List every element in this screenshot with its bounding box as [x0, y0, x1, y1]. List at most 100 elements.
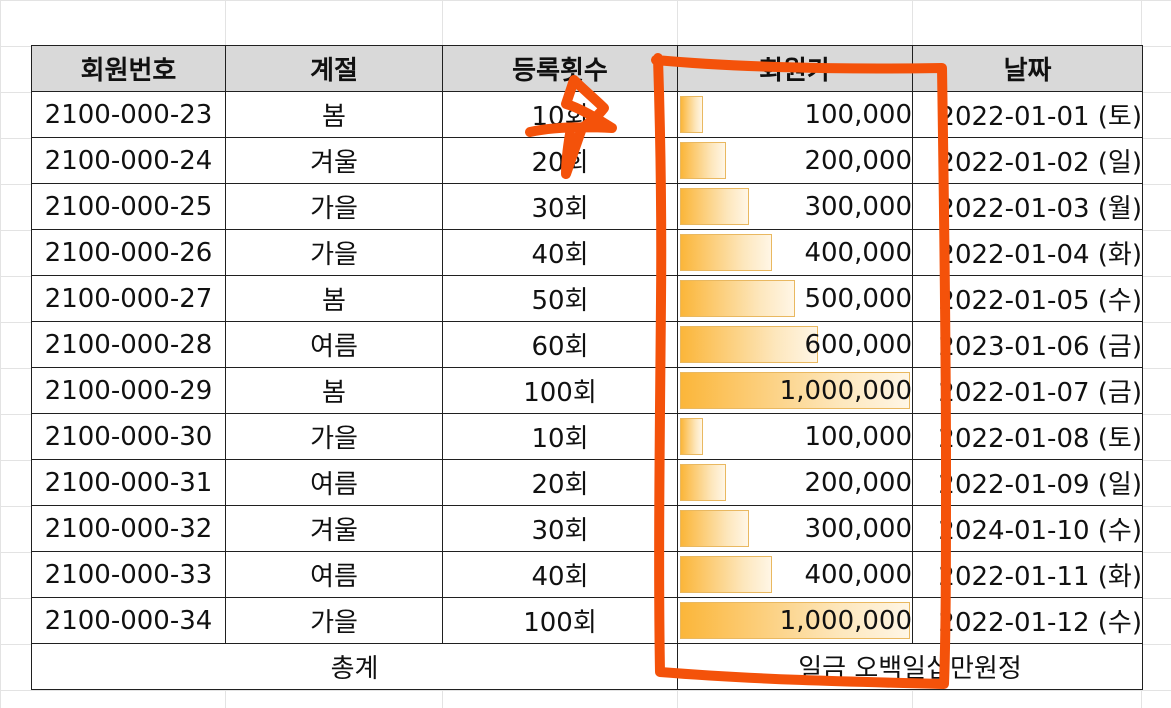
- cell-price[interactable]: 200,000: [677, 459, 913, 506]
- cell-date[interactable]: 2022-01-01 (토): [912, 91, 1143, 138]
- data-bar: [680, 280, 795, 317]
- data-bar: [680, 556, 772, 593]
- cell-count[interactable]: 40회: [442, 229, 678, 276]
- cell-count[interactable]: 40회: [442, 551, 678, 598]
- data-bar: [680, 418, 703, 455]
- cell-count[interactable]: 10회: [442, 413, 678, 460]
- price-value: 300,000: [804, 191, 912, 222]
- price-value: 100,000: [804, 99, 912, 130]
- table-row: 2100-000-26 가을 40회 400,000 2022-01-04 (화…: [31, 229, 1143, 276]
- data-bar: [680, 510, 749, 547]
- cell-count[interactable]: 20회: [442, 459, 678, 506]
- cell-date[interactable]: 2022-01-12 (수): [912, 597, 1143, 644]
- cell-member-id[interactable]: 2100-000-27: [31, 275, 226, 322]
- cell-season[interactable]: 가을: [225, 229, 443, 276]
- cell-season[interactable]: 가을: [225, 183, 443, 230]
- header-price[interactable]: 회원가: [677, 45, 913, 92]
- table-row: 2100-000-27 봄 50회 500,000 2022-01-05 (수): [31, 275, 1143, 322]
- price-value: 600,000: [804, 329, 912, 360]
- total-row: 총계 일금 오백일십만원정: [31, 643, 1143, 690]
- data-bar: [680, 326, 818, 363]
- header-date[interactable]: 날짜: [912, 45, 1143, 92]
- cell-date[interactable]: 2023-01-06 (금): [912, 321, 1143, 368]
- table-row: 2100-000-31 여름 20회 200,000 2022-01-09 (일…: [31, 459, 1143, 506]
- table-row: 2100-000-34 가을 100회 1,000,000 2022-01-12…: [31, 597, 1143, 644]
- member-table: 회원번호 계절 등록횟수 회원가 날짜 2100-000-23 봄 10회 10…: [31, 45, 1143, 690]
- header-count[interactable]: 등록횟수: [442, 45, 678, 92]
- data-bar: [680, 142, 726, 179]
- cell-season[interactable]: 여름: [225, 459, 443, 506]
- cell-season[interactable]: 봄: [225, 275, 443, 322]
- cell-price[interactable]: 300,000: [677, 505, 913, 552]
- price-value: 1,000,000: [779, 375, 912, 406]
- table-row: 2100-000-30 가을 10회 100,000 2022-01-08 (토…: [31, 413, 1143, 460]
- cell-member-id[interactable]: 2100-000-34: [31, 597, 226, 644]
- cell-member-id[interactable]: 2100-000-23: [31, 91, 226, 138]
- cell-season[interactable]: 겨울: [225, 505, 443, 552]
- cell-price[interactable]: 500,000: [677, 275, 913, 322]
- cell-date[interactable]: 2024-01-10 (수): [912, 505, 1143, 552]
- cell-price[interactable]: 400,000: [677, 229, 913, 276]
- cell-count[interactable]: 100회: [442, 367, 678, 414]
- cell-season[interactable]: 가을: [225, 413, 443, 460]
- total-label[interactable]: 총계: [31, 643, 678, 690]
- cell-date[interactable]: 2022-01-02 (일): [912, 137, 1143, 184]
- data-bar: [680, 188, 749, 225]
- cell-season[interactable]: 가을: [225, 597, 443, 644]
- cell-season[interactable]: 여름: [225, 551, 443, 598]
- cell-member-id[interactable]: 2100-000-33: [31, 551, 226, 598]
- cell-member-id[interactable]: 2100-000-28: [31, 321, 226, 368]
- cell-count[interactable]: 30회: [442, 183, 678, 230]
- cell-season[interactable]: 겨울: [225, 137, 443, 184]
- cell-price[interactable]: 200,000: [677, 137, 913, 184]
- cell-price[interactable]: 600,000: [677, 321, 913, 368]
- cell-price[interactable]: 1,000,000: [677, 367, 913, 414]
- cell-date[interactable]: 2022-01-04 (화): [912, 229, 1143, 276]
- cell-member-id[interactable]: 2100-000-30: [31, 413, 226, 460]
- cell-count[interactable]: 100회: [442, 597, 678, 644]
- price-value: 200,000: [804, 467, 912, 498]
- cell-member-id[interactable]: 2100-000-31: [31, 459, 226, 506]
- cell-count[interactable]: 30회: [442, 505, 678, 552]
- total-value[interactable]: 일금 오백일십만원정: [677, 643, 1143, 690]
- header-row: 회원번호 계절 등록횟수 회원가 날짜: [31, 45, 1143, 92]
- table-row: 2100-000-23 봄 10회 100,000 2022-01-01 (토): [31, 91, 1143, 138]
- cell-date[interactable]: 2022-01-07 (금): [912, 367, 1143, 414]
- cell-season[interactable]: 봄: [225, 367, 443, 414]
- cell-season[interactable]: 봄: [225, 91, 443, 138]
- table-row: 2100-000-25 가을 30회 300,000 2022-01-03 (월…: [31, 183, 1143, 230]
- header-member-id[interactable]: 회원번호: [31, 45, 226, 92]
- cell-member-id[interactable]: 2100-000-29: [31, 367, 226, 414]
- cell-date[interactable]: 2022-01-03 (월): [912, 183, 1143, 230]
- cell-season[interactable]: 여름: [225, 321, 443, 368]
- table-row: 2100-000-33 여름 40회 400,000 2022-01-11 (화…: [31, 551, 1143, 598]
- cell-count[interactable]: 10회: [442, 91, 678, 138]
- table-row: 2100-000-29 봄 100회 1,000,000 2022-01-07 …: [31, 367, 1143, 414]
- cell-date[interactable]: 2022-01-11 (화): [912, 551, 1143, 598]
- data-bar: [680, 464, 726, 501]
- cell-price[interactable]: 400,000: [677, 551, 913, 598]
- table-row: 2100-000-28 여름 60회 600,000 2023-01-06 (금…: [31, 321, 1143, 368]
- cell-count[interactable]: 60회: [442, 321, 678, 368]
- cell-price[interactable]: 100,000: [677, 91, 913, 138]
- cell-member-id[interactable]: 2100-000-32: [31, 505, 226, 552]
- cell-member-id[interactable]: 2100-000-26: [31, 229, 226, 276]
- data-bar: [680, 234, 772, 271]
- cell-date[interactable]: 2022-01-08 (토): [912, 413, 1143, 460]
- table-row: 2100-000-32 겨울 30회 300,000 2024-01-10 (수…: [31, 505, 1143, 552]
- cell-date[interactable]: 2022-01-05 (수): [912, 275, 1143, 322]
- price-value: 400,000: [804, 237, 912, 268]
- cell-date[interactable]: 2022-01-09 (일): [912, 459, 1143, 506]
- price-value: 500,000: [804, 283, 912, 314]
- cell-member-id[interactable]: 2100-000-25: [31, 183, 226, 230]
- cell-price[interactable]: 1,000,000: [677, 597, 913, 644]
- data-bar: [680, 96, 703, 133]
- cell-member-id[interactable]: 2100-000-24: [31, 137, 226, 184]
- price-value: 400,000: [804, 559, 912, 590]
- cell-count[interactable]: 20회: [442, 137, 678, 184]
- cell-price[interactable]: 100,000: [677, 413, 913, 460]
- cell-count[interactable]: 50회: [442, 275, 678, 322]
- header-season[interactable]: 계절: [225, 45, 443, 92]
- cell-price[interactable]: 300,000: [677, 183, 913, 230]
- table-row: 2100-000-24 겨울 20회 200,000 2022-01-02 (일…: [31, 137, 1143, 184]
